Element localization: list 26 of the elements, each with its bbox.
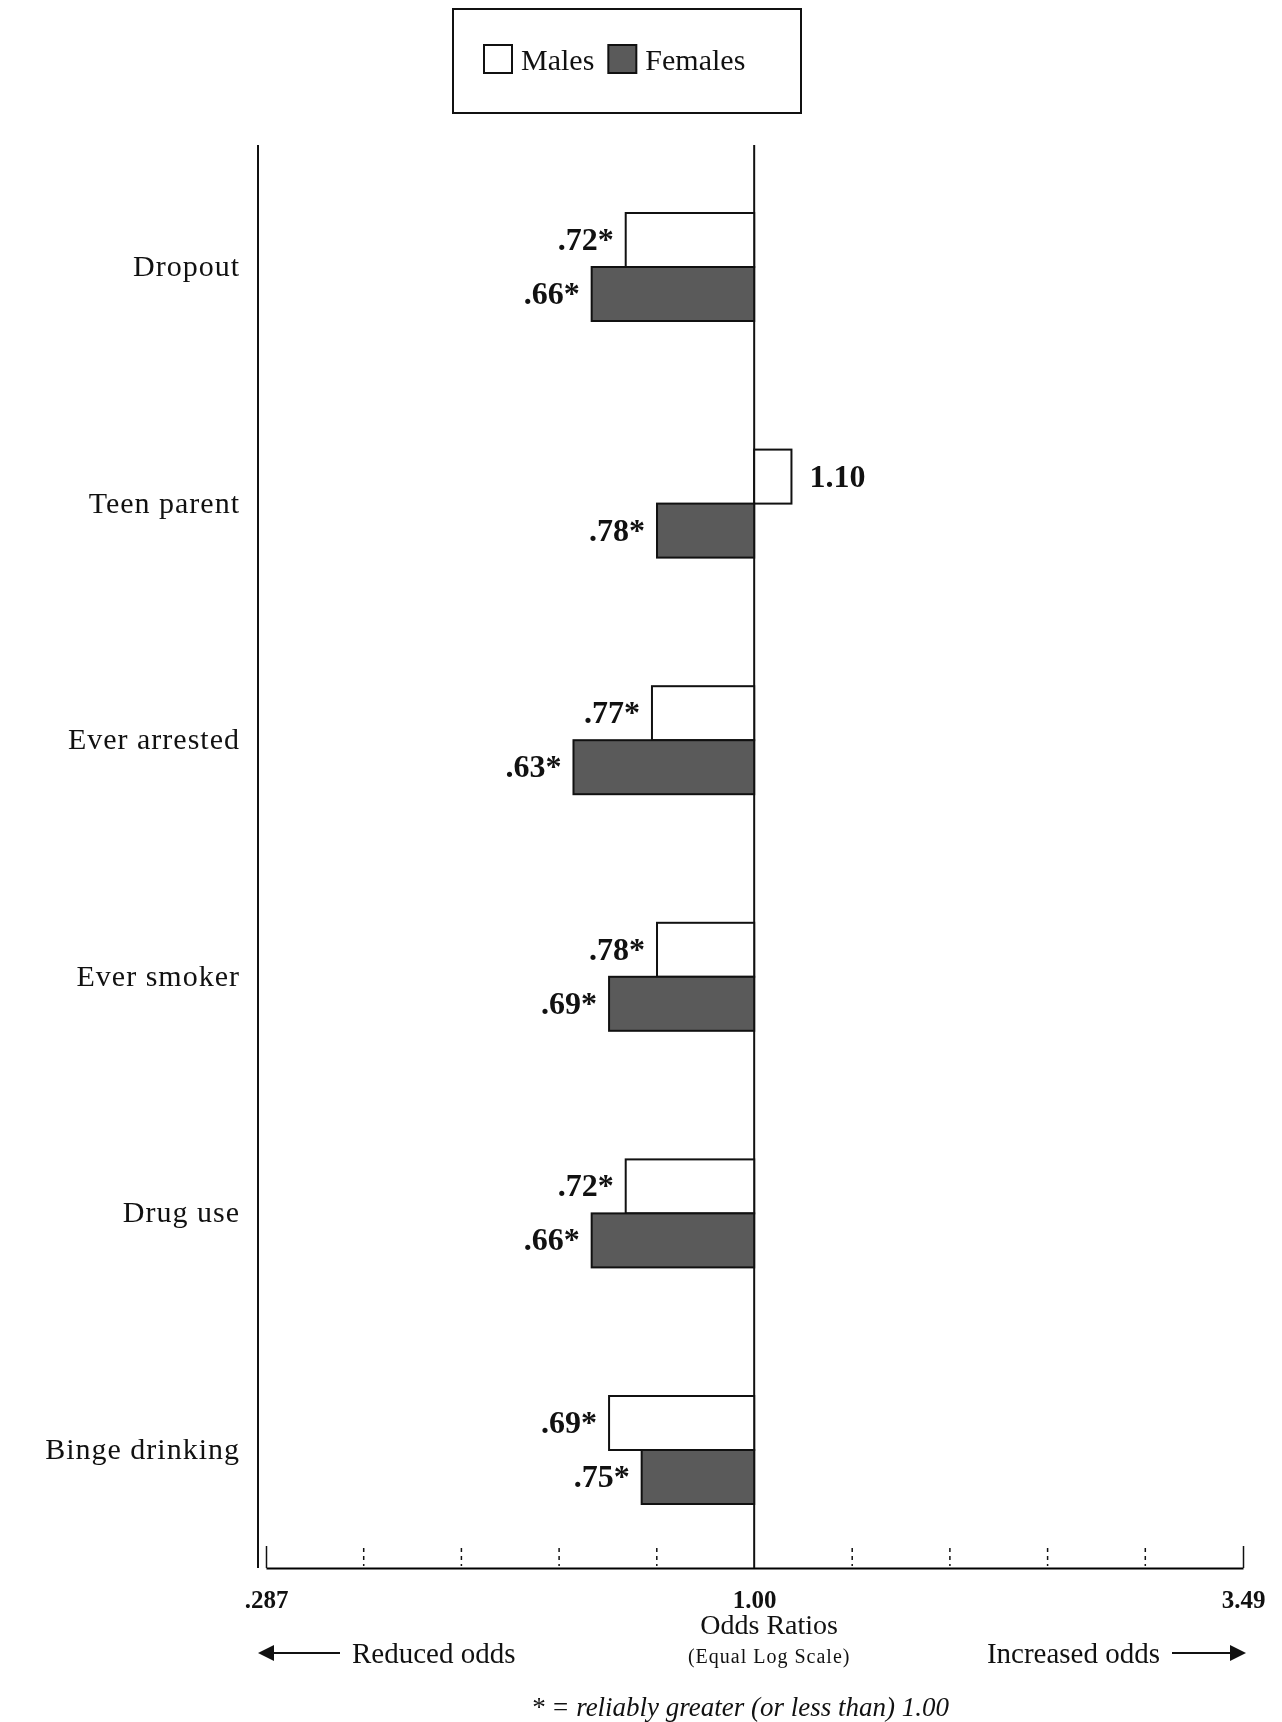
y-tick-label: Ever arrested: [67, 722, 240, 756]
y-tick-label: Binge drinking: [45, 1432, 240, 1465]
y-tick-label: Ever smoker: [76, 958, 240, 992]
data-label: .72*: [557, 221, 614, 257]
legend-label: Females: [645, 43, 746, 76]
data-label: .63*: [505, 748, 562, 785]
y-tick-label: Drug use: [122, 1195, 240, 1229]
text: * = reliably greater (or less than) 1.00: [530, 1692, 950, 1722]
y-tick-label: Dropout: [133, 249, 240, 282]
y-tick-label: Teen parent: [88, 485, 240, 519]
x-tick-label: .287: [244, 1585, 289, 1613]
data-label: .78*: [589, 930, 646, 967]
data-label: .78*: [589, 511, 646, 548]
data-label: .75*: [573, 1458, 630, 1494]
data-label: 1.10: [809, 457, 866, 494]
data-label: .66*: [523, 275, 580, 311]
text: Reduced odds: [352, 1637, 516, 1669]
legend-label: Males: [521, 43, 595, 76]
text: (Equal Log Scale): [687, 1645, 851, 1668]
data-label: .72*: [557, 1167, 614, 1204]
x-tick-label: 3.49: [1221, 1585, 1266, 1613]
data-label: .77*: [583, 694, 640, 731]
data-label: .69*: [541, 1404, 598, 1440]
data-label: .66*: [523, 1221, 580, 1258]
data-label: .69*: [541, 984, 598, 1021]
text: Increased odds: [986, 1637, 1160, 1669]
